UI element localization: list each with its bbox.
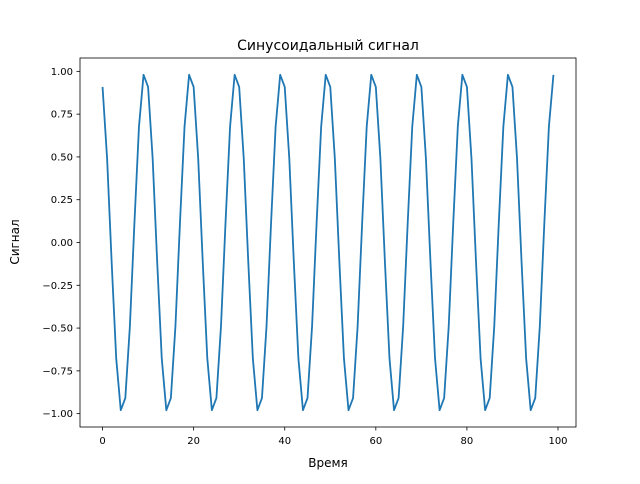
y-tick-label: 1.00 xyxy=(51,67,73,78)
y-tick-label: −0.75 xyxy=(42,366,73,377)
x-tick-label: 20 xyxy=(187,436,200,447)
y-tick-label: −1.00 xyxy=(42,409,73,420)
signal-line xyxy=(101,73,555,412)
y-tick-label: 0.25 xyxy=(51,195,73,206)
x-tick-label: 100 xyxy=(548,436,567,447)
y-tick-label: 0.00 xyxy=(51,238,73,249)
y-tick-label: 0.50 xyxy=(51,152,73,163)
y-axis-label: Сигнал xyxy=(8,219,22,264)
x-tick-label: 40 xyxy=(278,436,291,447)
y-tick-label: 0.75 xyxy=(51,110,73,121)
x-tick-label: 80 xyxy=(461,436,474,447)
y-tick-label: −0.50 xyxy=(42,324,73,335)
y-tick-label: −0.25 xyxy=(42,281,73,292)
x-axis-label: Время xyxy=(308,456,348,470)
axes-frame xyxy=(79,57,577,428)
x-tick-label: 0 xyxy=(99,436,105,447)
chart-title: Синусоидальный сигнал xyxy=(237,38,419,54)
x-tick-label: 60 xyxy=(369,436,382,447)
